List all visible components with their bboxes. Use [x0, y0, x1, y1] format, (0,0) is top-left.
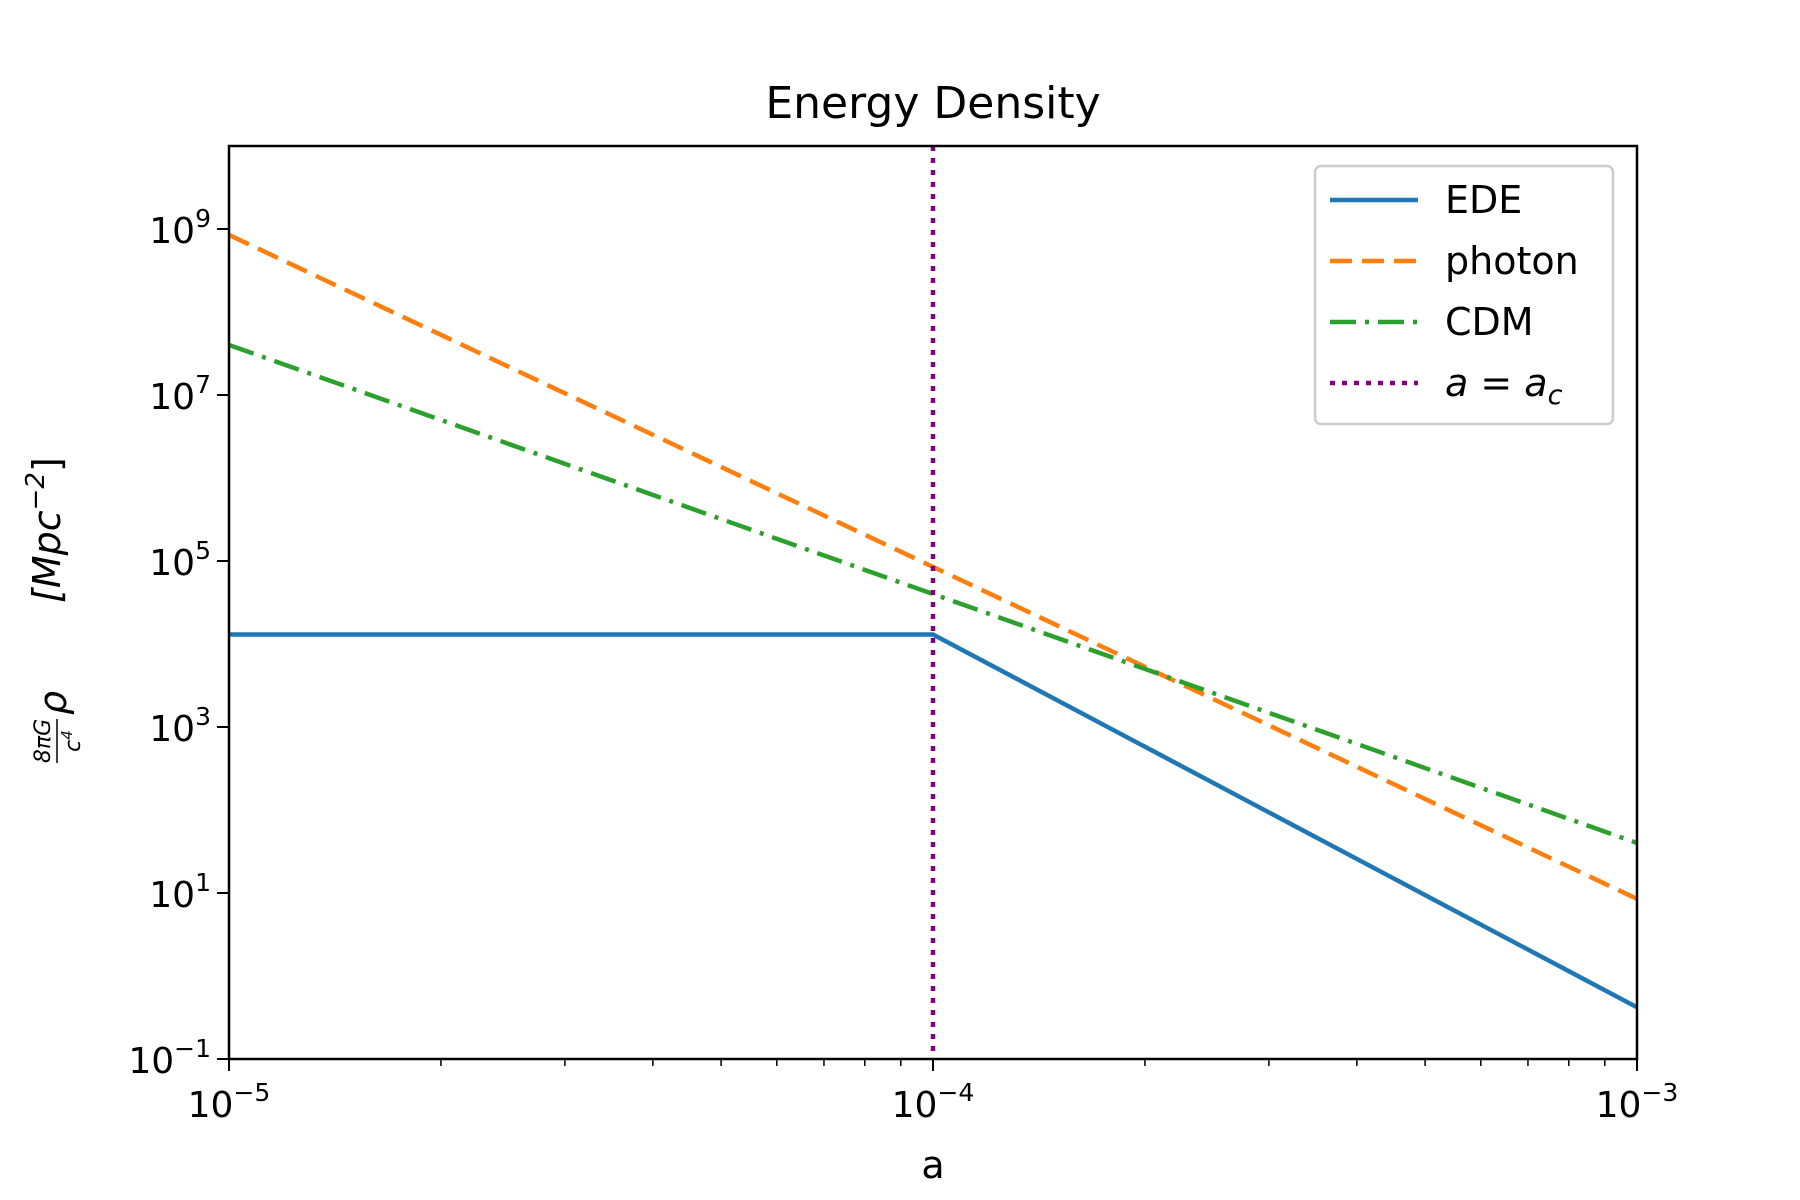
ylabel-units-close: ] — [25, 457, 69, 472]
legend-label: photon — [1445, 239, 1579, 283]
legend-label: CDM — [1445, 300, 1534, 344]
y-tick-label: 107 — [149, 370, 211, 418]
svg-text:[Mpc−2]: [Mpc−2] — [21, 457, 69, 603]
ylabel-rho: ρ — [31, 691, 75, 715]
legend-box — [1313, 164, 1615, 426]
y-tick-label: 109 — [149, 204, 211, 252]
ylabel-prefactor-denominator: c — [61, 740, 86, 752]
x-tick-label: 10−5 — [188, 1078, 271, 1126]
x-tick-label: 10−4 — [892, 1078, 975, 1126]
y-tick-label: 101 — [149, 868, 211, 916]
y-tick-label: 103 — [149, 702, 211, 750]
y-axis-label: [Mpc−2] 8πG c4 ρ — [21, 457, 86, 763]
x-axis-label: a — [921, 1143, 944, 1187]
ylabel-units: [Mpc — [25, 510, 69, 603]
series-line-ede — [229, 632, 1637, 1010]
legend-label: a = ac — [1445, 361, 1563, 411]
svg-text:c4: c4 — [58, 730, 86, 752]
series-lines — [229, 146, 1637, 1059]
y-tick-label: 10−1 — [128, 1034, 211, 1082]
ylabel-denominator-power: 4 — [58, 730, 76, 740]
axis-ticks: 10−5 10−4 10−3 10−1 101 103 105 107 109 — [128, 204, 1678, 1126]
legend-label: EDE — [1445, 178, 1522, 222]
chart-title: Energy Density — [765, 78, 1100, 129]
y-tick-label: 105 — [149, 536, 211, 584]
x-tick-label: 10−3 — [1596, 1078, 1679, 1126]
ylabel-prefactor-numerator: 8πG — [31, 719, 56, 763]
series-line-cdm — [229, 342, 1637, 846]
legend: EDE photon CDM a = ac — [1313, 164, 1615, 426]
ylabel-units-power: −2 — [21, 472, 51, 510]
